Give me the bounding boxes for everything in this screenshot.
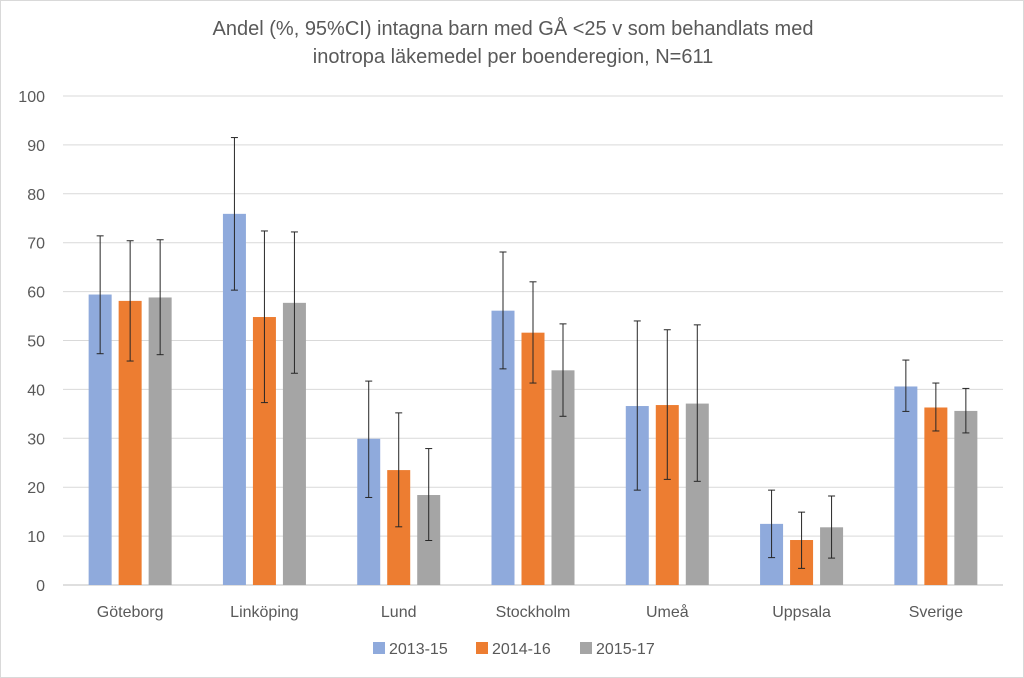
x-tick-label: Göteborg: [97, 604, 164, 621]
legend-label: 2015-17: [596, 641, 655, 658]
y-tick-label: 20: [27, 480, 45, 497]
y-tick-label: 90: [27, 138, 45, 155]
bar: [551, 370, 575, 585]
chart-title-line-1: Andel (%, 95%CI) intagna barn med GÅ <25…: [212, 18, 814, 40]
y-tick-label: 100: [18, 89, 45, 106]
bar: [282, 302, 306, 585]
bar: [521, 332, 545, 585]
x-tick-label: Uppsala: [772, 604, 831, 621]
chart-title-line-2: inotropa läkemedel per boenderegion, N=6…: [312, 46, 714, 68]
y-tick-label: 0: [36, 578, 45, 595]
bar: [387, 470, 411, 585]
x-tick-label: Sverige: [909, 604, 963, 621]
bar: [491, 310, 515, 585]
legend-swatch: [373, 642, 385, 654]
y-tick-label: 30: [27, 431, 45, 448]
bar: [357, 438, 381, 585]
bar: [252, 317, 276, 585]
bar: [222, 213, 246, 585]
y-tick-label: 80: [27, 187, 45, 204]
bar: [148, 297, 172, 585]
y-tick-label: 50: [27, 334, 45, 351]
bar: [954, 410, 978, 585]
x-tick-label: Umeå: [646, 603, 689, 621]
legend-swatch: [476, 642, 488, 654]
chart-title: Andel (%, 95%CI) intagna barn med GÅ <25…: [1, 15, 1024, 71]
bar: [894, 386, 918, 585]
y-tick-label: 60: [27, 285, 45, 302]
legend-label: 2013-15: [389, 641, 448, 658]
bar: [924, 407, 948, 585]
y-tick-label: 70: [27, 236, 45, 253]
y-tick-label: 10: [27, 529, 45, 546]
bar: [625, 406, 649, 585]
legend-label: 2014-16: [492, 641, 551, 658]
bar: [88, 294, 112, 585]
x-tick-label: Lund: [381, 604, 417, 621]
x-tick-label: Linköping: [230, 604, 299, 621]
bar: [118, 300, 142, 585]
legend-swatch: [580, 642, 592, 654]
bar: [685, 403, 709, 585]
y-tick-label: 40: [27, 382, 45, 399]
bar: [655, 405, 679, 585]
x-tick-label: Stockholm: [496, 604, 571, 621]
